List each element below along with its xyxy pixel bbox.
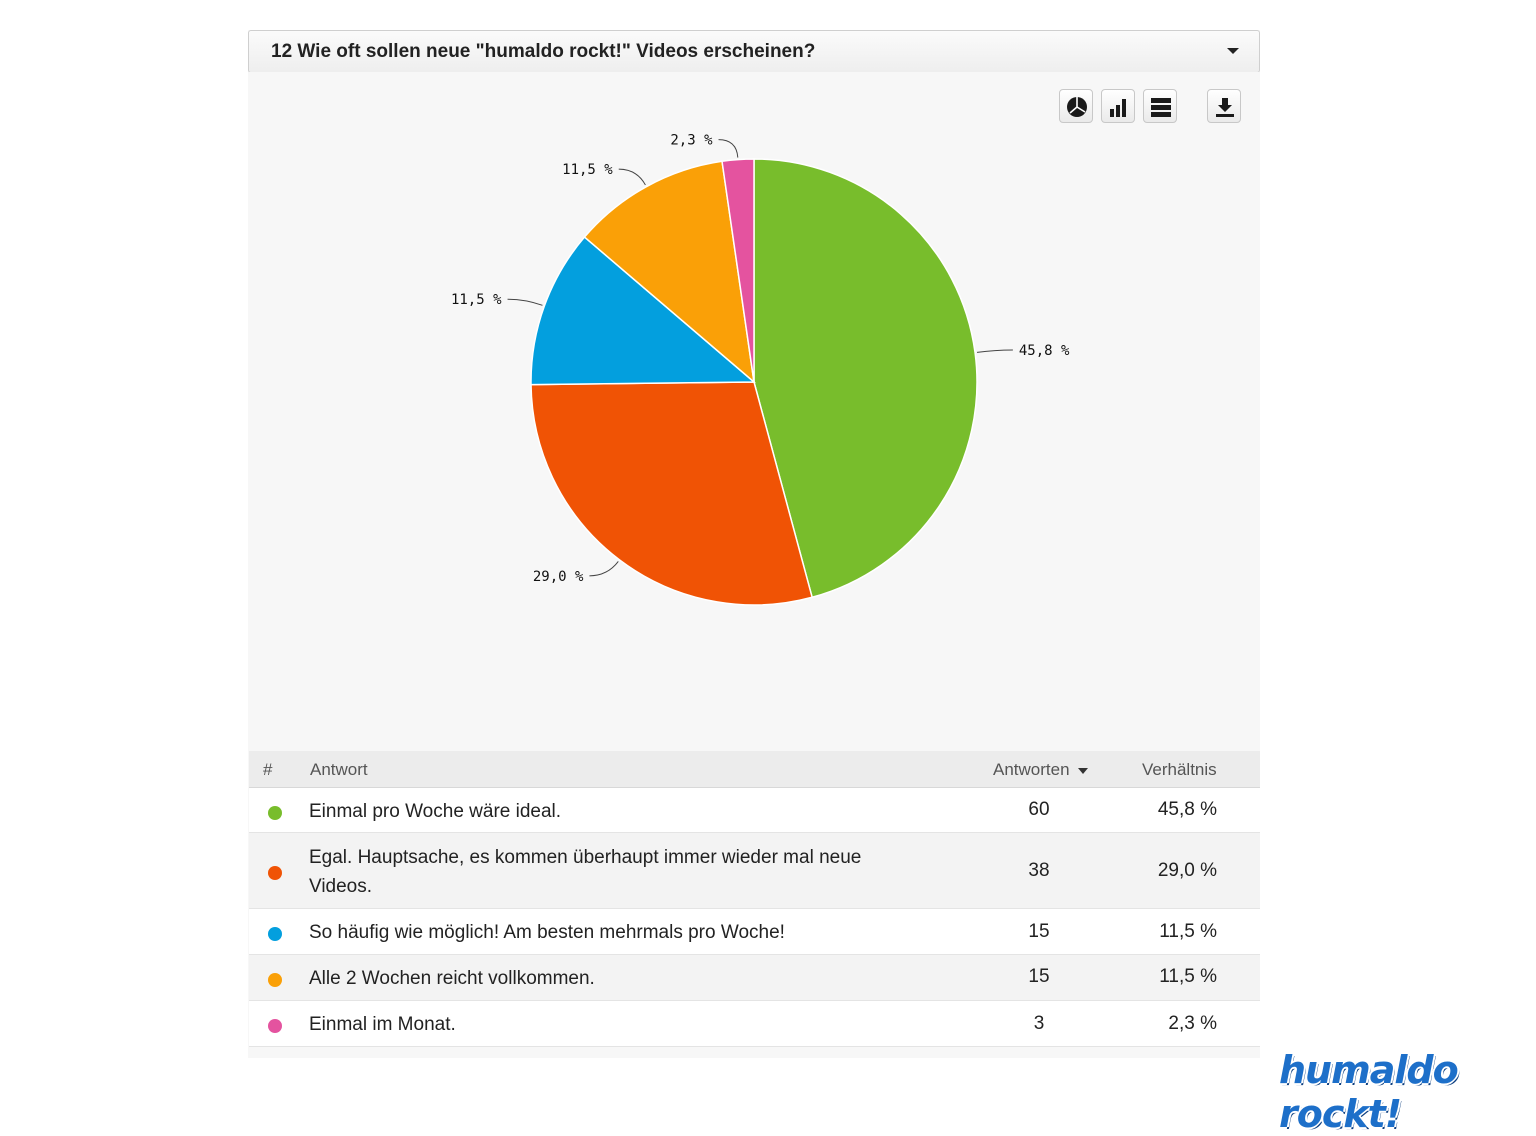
- question-header[interactable]: 12 Wie oft sollen neue "humaldo rockt!" …: [248, 30, 1260, 73]
- col-header-count[interactable]: Antworten: [993, 760, 1088, 780]
- table-view-icon: [1151, 98, 1171, 117]
- pie-slice-so-h-ufig-wie-m-glich-am[interactable]: [530, 236, 757, 386]
- bar-chart-icon: [1110, 99, 1126, 117]
- col-header-ratio: Verhältnis: [1142, 760, 1217, 779]
- download-button[interactable]: [1207, 89, 1241, 123]
- pie-slice-egal-hauptsache-es-komme[interactable]: [530, 381, 814, 606]
- pie-label-connector: [507, 298, 543, 306]
- answer-ratio: 29,0 %: [1157, 860, 1217, 881]
- answer-text: Egal. Hauptsache, es kommen überhaupt im…: [309, 847, 862, 897]
- answer-count: 15: [1028, 966, 1050, 987]
- pie-label-connector: [618, 168, 646, 186]
- answer-text: Alle 2 Wochen reicht vollkommen.: [309, 968, 595, 989]
- humaldo-logo: humaldo rockt!: [1279, 1048, 1459, 1136]
- answer-count: 38: [1028, 860, 1050, 881]
- pie-data-label: 45,8 %: [1019, 343, 1070, 359]
- pie-chart-button[interactable]: [1059, 89, 1093, 123]
- answer-text: Einmal pro Woche wäre ideal.: [309, 801, 562, 822]
- table-header: # Antwort Antworten Verhältnis: [249, 751, 1260, 788]
- pie-label-connector: [718, 139, 739, 158]
- sort-desc-icon: [1077, 767, 1088, 774]
- answer-ratio: 11,5 %: [1159, 921, 1217, 942]
- download-icon: [1216, 98, 1234, 117]
- answer-count: 15: [1028, 921, 1050, 942]
- legend-dot: [268, 973, 282, 987]
- pie-slice-alle-2-wochen-reicht-vol[interactable]: [583, 160, 756, 384]
- question-title: 12 Wie oft sollen neue "humaldo rockt!" …: [271, 41, 816, 62]
- legend-dot: [268, 806, 282, 820]
- pie-slice-einmal-im-monat[interactable]: [721, 158, 755, 383]
- pie-label-connector: [976, 349, 1013, 353]
- legend-dot: [268, 866, 282, 880]
- legend-dot: [268, 1019, 282, 1033]
- col-header-answer: Antwort: [310, 760, 368, 779]
- answer-ratio: 2,3 %: [1168, 1013, 1217, 1034]
- pie-slice-einmal-pro-woche-w-re-id[interactable]: [753, 158, 978, 599]
- pie-data-label: 29,0 %: [533, 569, 584, 585]
- col-header-count-label: Antworten: [993, 760, 1070, 779]
- answer-text: Einmal im Monat.: [309, 1014, 456, 1035]
- answer-text: So häufig wie möglich! Am besten mehrmal…: [309, 922, 785, 943]
- pie-data-label: 11,5 %: [451, 292, 502, 308]
- col-header-number: #: [263, 760, 273, 779]
- pie-label-connector: [589, 561, 619, 577]
- table-row: Einmal pro Woche wäre ideal. 60 45,8 %: [249, 788, 1260, 833]
- table-row: Egal. Hauptsache, es kommen überhaupt im…: [249, 833, 1260, 909]
- legend-dot: [268, 927, 282, 941]
- pie-data-label: 11,5 %: [562, 162, 613, 178]
- chevron-down-icon[interactable]: [1227, 48, 1239, 54]
- bar-chart-button[interactable]: [1101, 89, 1135, 123]
- answer-count: 60: [1028, 799, 1050, 820]
- table-row: So häufig wie möglich! Am besten mehrmal…: [249, 909, 1260, 955]
- pie-chart: 45,8 % 29,0 % 11,5 % 11,5 % 2,3 %: [451, 133, 1070, 606]
- table-row: Einmal im Monat. 3 2,3 %: [249, 1001, 1260, 1047]
- answer-ratio: 45,8 %: [1157, 799, 1217, 820]
- table-view-button[interactable]: [1143, 89, 1177, 123]
- pie-chart-icon: [1067, 97, 1087, 117]
- table-row: Alle 2 Wochen reicht vollkommen. 15 11,5…: [249, 955, 1260, 1001]
- pie-data-label: 2,3 %: [670, 133, 713, 149]
- answer-count: 3: [1033, 1013, 1045, 1034]
- answer-ratio: 11,5 %: [1159, 966, 1217, 987]
